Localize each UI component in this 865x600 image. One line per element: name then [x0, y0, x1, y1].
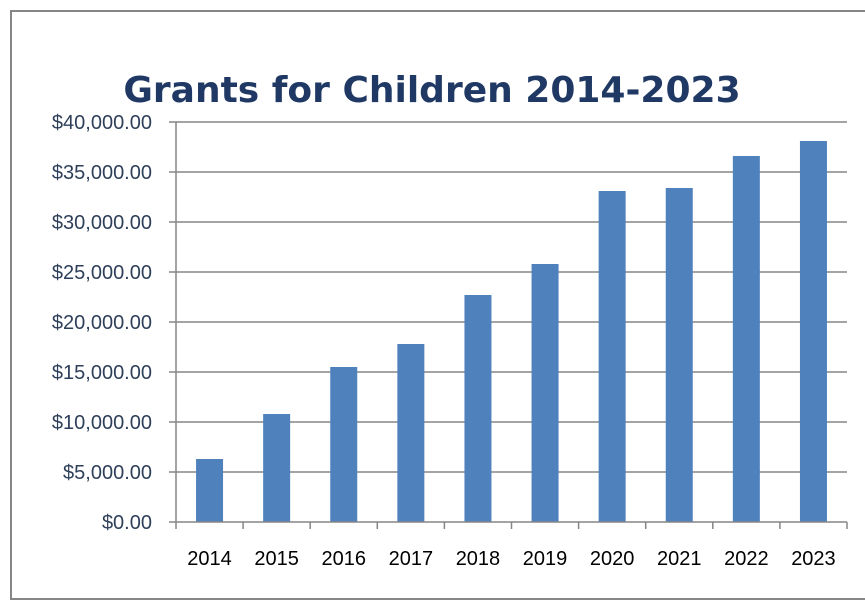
- y-tick-label: $15,000.00: [52, 362, 152, 384]
- x-tick-label: 2023: [791, 548, 836, 570]
- x-tick-label: 2021: [657, 548, 702, 570]
- x-tick-label: 2015: [254, 548, 299, 570]
- bar-2014: [196, 459, 223, 522]
- bar-2020: [599, 191, 626, 522]
- x-tick-label: 2016: [322, 548, 367, 570]
- x-tick-label: 2022: [724, 548, 769, 570]
- y-tick-label: $5,000.00: [63, 462, 152, 484]
- x-tick-label: 2018: [456, 548, 501, 570]
- bar-2022: [733, 156, 760, 522]
- bar-2023: [800, 141, 827, 522]
- x-tick-label: 2017: [389, 548, 434, 570]
- x-tick-label: 2019: [523, 548, 568, 570]
- y-tick-label: $25,000.00: [52, 262, 152, 284]
- y-tick-label: $10,000.00: [52, 412, 152, 434]
- chart-canvas: Grants for Children 2014-2023 $0.00 $5,00…: [0, 0, 865, 582]
- bar-2018: [464, 295, 491, 522]
- x-tick-label: 2014: [187, 548, 232, 570]
- y-tick-label: $40,000.00: [52, 112, 152, 134]
- x-tick-label: 2020: [590, 548, 635, 570]
- x-axis-tick-labels: 2014 2015 2016 2017 2018 2019 2020 2021 2022 2023: [187, 548, 835, 570]
- y-tick-label: $20,000.00: [52, 312, 152, 334]
- y-axis-tick-labels: $0.00 $5,000.00 $10,000.00 $15,000.00 $20,00…: [52, 112, 152, 534]
- bar-2021: [666, 188, 693, 522]
- bar-2015: [263, 414, 290, 522]
- chart-title: Grants for Children 2014-2023: [123, 70, 740, 111]
- y-tick-label: $30,000.00: [52, 212, 152, 234]
- bar-2017: [397, 344, 424, 522]
- bar-2016: [330, 367, 357, 522]
- bar-2019: [532, 264, 559, 522]
- y-tick-label: $35,000.00: [52, 162, 152, 184]
- bars: [196, 141, 827, 522]
- y-tick-label: $0.00: [102, 512, 152, 534]
